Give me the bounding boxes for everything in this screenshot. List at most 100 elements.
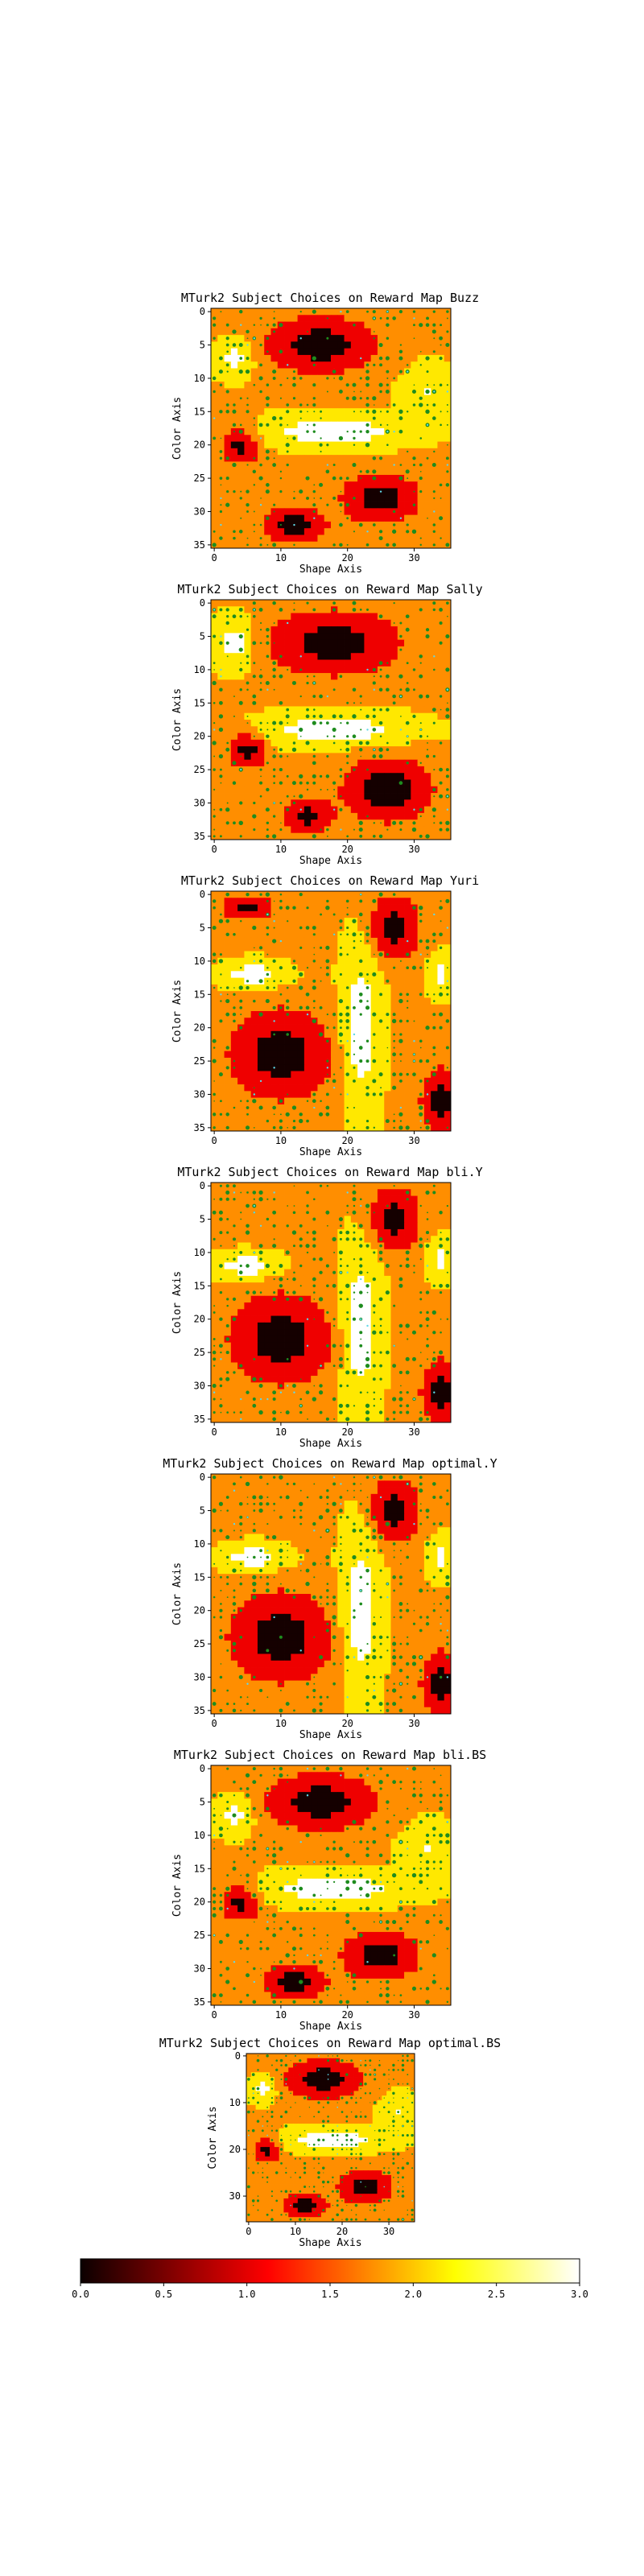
heatmap-cell: [317, 461, 325, 469]
heatmap-cell: [257, 468, 265, 476]
heatmap-cell: [297, 606, 305, 613]
heatmap-cell: [423, 799, 431, 807]
heatmap-cell: [431, 826, 438, 834]
heatmap-cell: [364, 600, 372, 607]
heatmap-cell: [224, 964, 232, 972]
heatmap-cell: [331, 891, 338, 898]
highlight-dot: [340, 310, 342, 313]
choice-dot: [412, 456, 416, 460]
heatmap-cell: [303, 541, 312, 549]
heatmap-cell: [284, 1064, 291, 1071]
heatmap-cell: [344, 971, 352, 979]
heatmap-cell: [297, 394, 305, 402]
heatmap-cell: [230, 773, 238, 780]
heatmap-cell: [250, 315, 258, 322]
heatmap-cell: [284, 826, 291, 834]
choice-dot: [299, 774, 303, 778]
heatmap-cell: [297, 1024, 305, 1032]
heatmap-cell: [324, 401, 332, 409]
choice-dot: [360, 411, 362, 413]
heatmap-cell: [317, 502, 325, 509]
highlight-dot: [373, 688, 376, 691]
heatmap-cell: [337, 706, 345, 714]
choice-dot: [353, 444, 356, 446]
heatmap-cell: [377, 1104, 385, 1112]
heatmap-cell: [404, 793, 411, 800]
choice-dot: [433, 337, 436, 340]
choice-dot: [419, 1059, 423, 1063]
heatmap-cell: [364, 354, 372, 362]
heatmap-cell: [257, 1024, 265, 1032]
heatmap-cell: [397, 659, 405, 667]
heatmap-cell: [337, 368, 345, 376]
heatmap-cell: [264, 521, 271, 529]
heatmap-cell: [344, 461, 352, 469]
heatmap-cell: [277, 832, 285, 840]
heatmap-cell: [364, 706, 372, 714]
heatmap-cell: [370, 341, 378, 349]
heatmap-cell: [250, 1011, 258, 1018]
heatmap-cell: [404, 335, 411, 342]
choice-dot: [313, 708, 316, 711]
heatmap-cell: [237, 348, 245, 356]
choice-dot: [272, 754, 276, 758]
heatmap-cell: [324, 924, 332, 932]
heatmap-cell: [324, 1117, 332, 1125]
heatmap-cell: [237, 773, 245, 780]
heatmap-cell: [284, 1051, 291, 1059]
heatmap-cell: [250, 679, 258, 687]
heatmap-cell: [303, 937, 312, 945]
heatmap-cell: [417, 335, 425, 342]
heatmap-cell: [404, 984, 411, 992]
heatmap-cell: [277, 806, 285, 814]
heatmap-cell: [317, 613, 325, 621]
heatmap-cell: [257, 759, 265, 767]
choice-dot: [273, 317, 275, 320]
heatmap-cell: [211, 997, 218, 1005]
heatmap-cell: [390, 666, 398, 674]
heatmap-cell: [411, 606, 419, 613]
choice-dot: [379, 708, 382, 712]
heatmap-cell: [270, 401, 279, 409]
heatmap-cell: [284, 991, 291, 998]
heatmap-cell: [244, 666, 252, 674]
heatmap-cell: [297, 441, 305, 449]
choice-dot: [440, 795, 442, 798]
heatmap-cell: [350, 626, 358, 634]
choice-dot: [258, 607, 263, 612]
heatmap-cell: [423, 977, 431, 985]
heatmap-cell: [377, 1124, 385, 1132]
choice-dot: [446, 404, 448, 407]
choice-dot: [220, 1000, 222, 1002]
heatmap-cell: [397, 639, 405, 647]
heatmap-cell: [317, 706, 325, 714]
heatmap-cell: [297, 898, 305, 905]
choice-dot: [352, 734, 357, 738]
heatmap-cell: [417, 633, 425, 641]
heatmap-cell: [264, 799, 271, 807]
heatmap-cell: [230, 706, 238, 714]
heatmap-cell: [297, 910, 305, 919]
heatmap-cell: [284, 502, 291, 509]
choice-dot: [446, 484, 448, 486]
heatmap-cell: [277, 706, 285, 714]
heatmap-cell: [384, 348, 391, 356]
choice-dot: [225, 641, 229, 645]
heatmap-cell: [264, 468, 271, 476]
heatmap-cell: [224, 971, 232, 979]
heatmap-cell: [217, 361, 225, 369]
heatmap-cell: [237, 535, 245, 543]
heatmap-cell: [237, 1057, 245, 1065]
heatmap-cell: [211, 368, 218, 376]
heatmap-cell: [423, 639, 431, 647]
heatmap-cell: [291, 773, 299, 780]
choice-dot: [332, 601, 336, 605]
heatmap-cell: [324, 1051, 332, 1059]
heatmap-cell: [370, 904, 378, 912]
heatmap-cell: [444, 957, 452, 965]
choice-dot: [433, 795, 436, 798]
choice-dot: [313, 675, 316, 678]
heatmap-cell: [357, 639, 365, 647]
heatmap-cell: [437, 957, 445, 965]
